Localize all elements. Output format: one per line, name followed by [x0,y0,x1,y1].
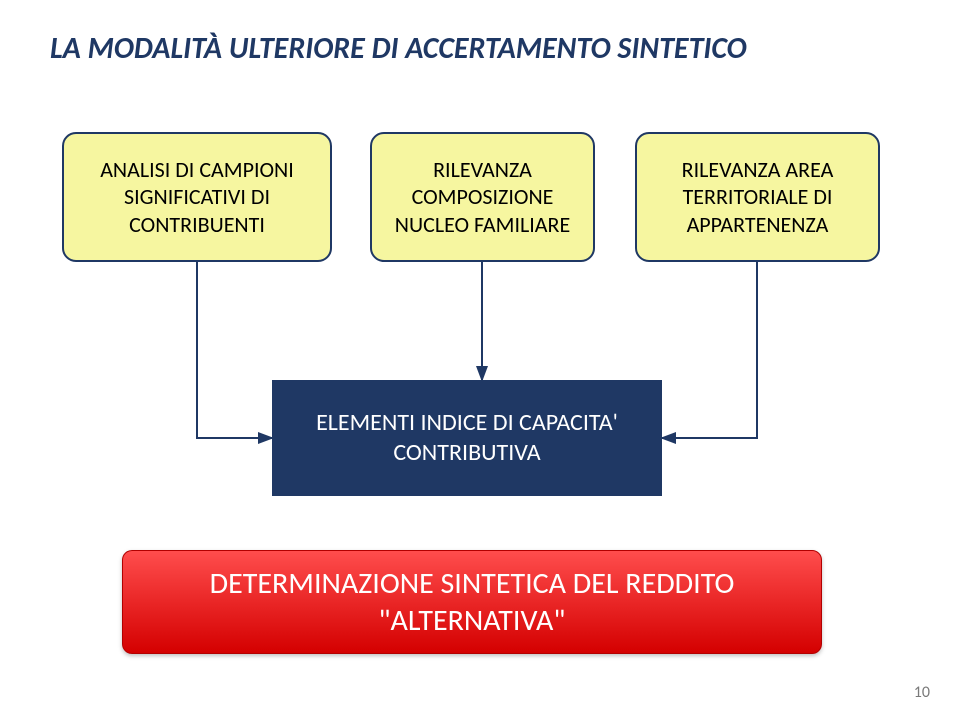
page-title-text: LA MODALITÀ ULTERIORE DI ACCERTAMENTO SI… [50,30,747,67]
box-determinazione-text: DETERMINAZIONE SINTETICA DEL REDDITO "AL… [147,561,797,643]
box-campioni-text: ANALISI DI CAMPIONI SIGNIFICATIVI DI CON… [74,140,320,254]
box-elementi: ELEMENTI INDICE DI CAPACITA' CONTRIBUTIV… [272,380,662,496]
box-nucleo: RILEVANZA COMPOSIZIONE NUCLEO FAMILIARE [370,132,595,262]
connector-box-area-to-box-elementi [662,262,757,438]
box-nucleo-text: RILEVANZA COMPOSIZIONE NUCLEO FAMILIARE [382,140,583,254]
box-area: RILEVANZA AREA TERRITORIALE DI APPARTENE… [635,132,880,262]
box-campioni: ANALISI DI CAMPIONI SIGNIFICATIVI DI CON… [62,132,332,262]
box-determinazione: DETERMINAZIONE SINTETICA DEL REDDITO "AL… [122,550,822,654]
page-number: 10 [914,683,930,702]
page-number-text: 10 [914,683,930,702]
page-title: LA MODALITÀ ULTERIORE DI ACCERTAMENTO SI… [50,30,747,67]
box-elementi-text: ELEMENTI INDICE DI CAPACITA' CONTRIBUTIV… [290,390,644,486]
box-area-text: RILEVANZA AREA TERRITORIALE DI APPARTENE… [647,140,868,254]
connector-box-campioni-to-box-elementi [197,262,272,438]
